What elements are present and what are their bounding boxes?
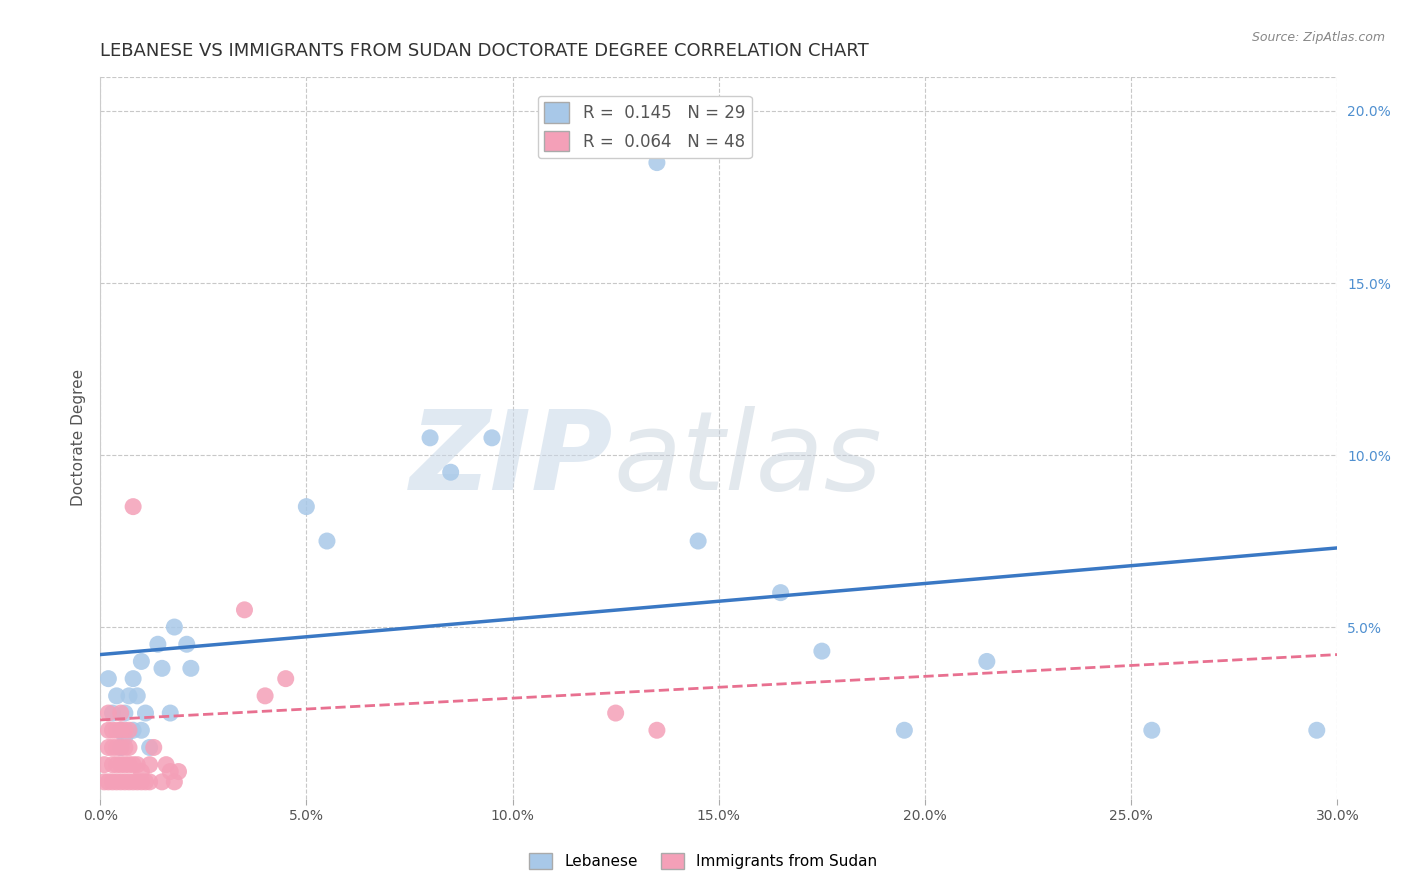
Point — [645, 723, 668, 738]
Point — [97, 775, 120, 789]
Point — [1306, 723, 1329, 738]
Point — [131, 775, 153, 789]
Point — [134, 775, 156, 789]
Point — [274, 672, 297, 686]
Text: atlas: atlas — [613, 406, 882, 513]
Point — [110, 740, 132, 755]
Point — [1140, 723, 1163, 738]
Point — [233, 603, 256, 617]
Point — [110, 723, 132, 738]
Point — [101, 775, 124, 789]
Point — [976, 655, 998, 669]
Point — [114, 775, 136, 789]
Point — [811, 644, 834, 658]
Point — [93, 757, 115, 772]
Point — [167, 764, 190, 779]
Point — [159, 764, 181, 779]
Point — [118, 689, 141, 703]
Point — [769, 585, 792, 599]
Point — [114, 757, 136, 772]
Point — [122, 757, 145, 772]
Point — [138, 740, 160, 755]
Point — [131, 655, 153, 669]
Point — [118, 740, 141, 755]
Text: ZIP: ZIP — [411, 406, 613, 513]
Point — [150, 775, 173, 789]
Point — [114, 723, 136, 738]
Point — [118, 775, 141, 789]
Point — [105, 723, 128, 738]
Point — [893, 723, 915, 738]
Point — [101, 740, 124, 755]
Point — [110, 775, 132, 789]
Point — [180, 661, 202, 675]
Point — [155, 757, 177, 772]
Point — [564, 121, 586, 136]
Point — [105, 689, 128, 703]
Point — [114, 730, 136, 744]
Point — [93, 775, 115, 789]
Point — [645, 155, 668, 169]
Point — [114, 740, 136, 755]
Point — [481, 431, 503, 445]
Point — [605, 706, 627, 720]
Text: Source: ZipAtlas.com: Source: ZipAtlas.com — [1251, 31, 1385, 45]
Point — [127, 689, 149, 703]
Point — [316, 534, 339, 549]
Point — [295, 500, 318, 514]
Point — [101, 757, 124, 772]
Point — [150, 661, 173, 675]
Text: LEBANESE VS IMMIGRANTS FROM SUDAN DOCTORATE DEGREE CORRELATION CHART: LEBANESE VS IMMIGRANTS FROM SUDAN DOCTOR… — [100, 42, 869, 60]
Point — [97, 672, 120, 686]
Legend: R =  0.145   N = 29, R =  0.064   N = 48: R = 0.145 N = 29, R = 0.064 N = 48 — [537, 95, 752, 158]
Point — [159, 706, 181, 720]
Point — [118, 757, 141, 772]
Point — [105, 757, 128, 772]
Point — [134, 706, 156, 720]
Point — [110, 757, 132, 772]
Point — [688, 534, 710, 549]
Point — [97, 706, 120, 720]
Point — [138, 775, 160, 789]
Point — [146, 637, 169, 651]
Point — [105, 775, 128, 789]
Point — [127, 757, 149, 772]
Point — [110, 723, 132, 738]
Legend: Lebanese, Immigrants from Sudan: Lebanese, Immigrants from Sudan — [523, 847, 883, 875]
Point — [101, 706, 124, 720]
Point — [138, 757, 160, 772]
Point — [254, 689, 277, 703]
Point — [122, 672, 145, 686]
Point — [440, 465, 463, 479]
Point — [110, 706, 132, 720]
Point — [131, 723, 153, 738]
Point — [127, 775, 149, 789]
Point — [118, 723, 141, 738]
Point — [110, 740, 132, 755]
Point — [142, 740, 165, 755]
Point — [419, 431, 441, 445]
Point — [114, 706, 136, 720]
Point — [105, 740, 128, 755]
Point — [97, 723, 120, 738]
Point — [176, 637, 198, 651]
Y-axis label: Doctorate Degree: Doctorate Degree — [72, 369, 86, 507]
Point — [163, 775, 186, 789]
Point — [101, 723, 124, 738]
Point — [122, 775, 145, 789]
Point — [131, 764, 153, 779]
Point — [163, 620, 186, 634]
Point — [122, 723, 145, 738]
Point — [122, 500, 145, 514]
Point — [97, 740, 120, 755]
